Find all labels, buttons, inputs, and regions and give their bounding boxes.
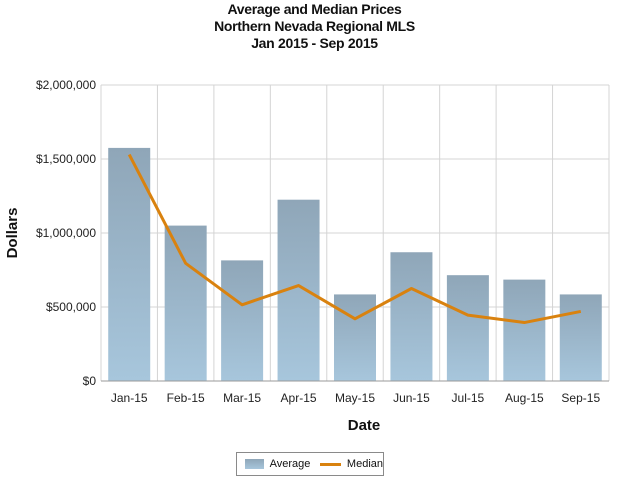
- x-tick-label: Aug-15: [505, 391, 544, 405]
- chart-title: Average and Median Prices Northern Nevad…: [0, 1, 629, 52]
- legend-average-label: Average: [269, 458, 311, 470]
- legend-median-swatch: [320, 462, 341, 466]
- bar-average: [446, 275, 489, 381]
- chart-legend: Average Median: [236, 452, 384, 476]
- x-tick-label: Mar-15: [223, 391, 261, 405]
- bar-average: [108, 147, 151, 381]
- x-tick-label: Apr-15: [281, 391, 317, 405]
- x-tick-label: Jan-15: [111, 391, 148, 405]
- legend-average-swatch: [245, 459, 264, 469]
- bar-average: [164, 225, 207, 381]
- x-tick-label: May-15: [335, 391, 375, 405]
- bar-average: [390, 252, 433, 381]
- y-axis-title: Dollars: [4, 208, 21, 259]
- x-tick-label: Jul-15: [452, 391, 485, 405]
- title-line-2: Northern Nevada Regional MLS: [214, 18, 415, 34]
- y-tick-label: $2,000,000: [36, 78, 96, 92]
- bar-average: [334, 294, 376, 381]
- y-tick-label: $0: [83, 374, 97, 388]
- x-tick-label: Feb-15: [167, 391, 205, 405]
- title-line-1: Average and Median Prices: [227, 1, 402, 17]
- title-line-3: Jan 2015 - Sep 2015: [251, 35, 378, 51]
- bar-average: [221, 260, 264, 381]
- y-tick-label: $500,000: [46, 300, 96, 314]
- legend-median-label: Median: [346, 458, 383, 470]
- bar-average: [559, 294, 602, 381]
- x-axis-title: Date: [348, 417, 381, 434]
- y-tick-label: $1,500,000: [36, 152, 96, 166]
- bar-average: [503, 279, 546, 381]
- x-tick-label: Sep-15: [561, 391, 600, 405]
- y-tick-label: $1,000,000: [36, 226, 96, 240]
- x-tick-label: Jun-15: [393, 391, 430, 405]
